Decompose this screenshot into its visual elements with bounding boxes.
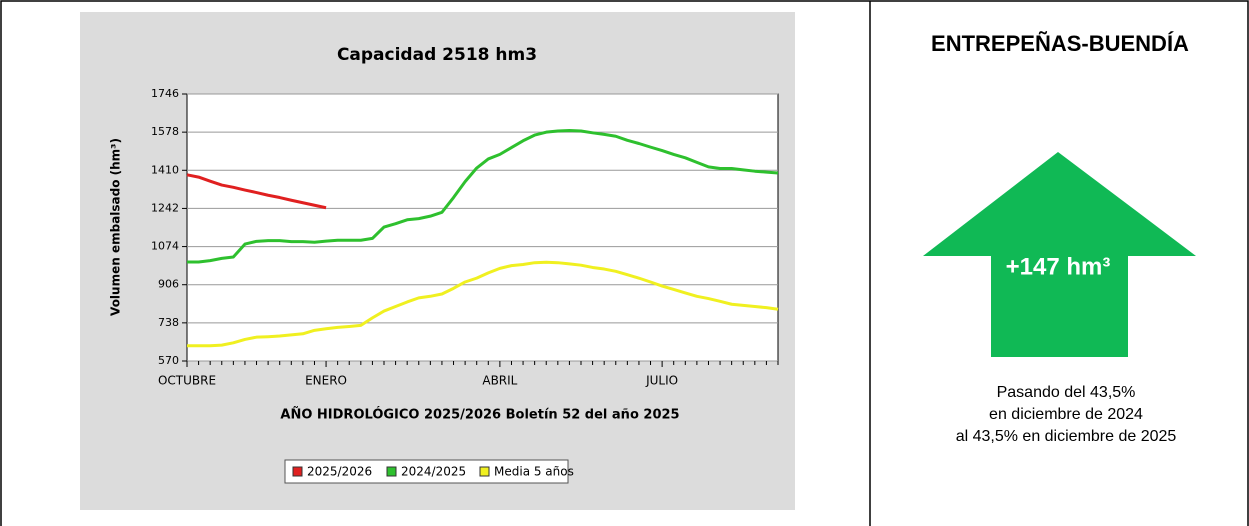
x-tick-label: ENERO (305, 374, 347, 388)
y-tick-label: 1746 (151, 87, 179, 100)
change-value: +147 hm³ (1006, 253, 1111, 280)
caption-line: Pasando del 43,5% (997, 384, 1136, 401)
legend: 2025/2026 2024/2025 Media 5 años (292, 465, 574, 479)
plot-area (186, 93, 779, 362)
legend-box (284, 459, 569, 484)
caption-line: al 43,5% en diciembre de 2025 (956, 428, 1177, 445)
y-tick-label: 570 (158, 354, 179, 367)
legend-label: 2024/2025 (401, 465, 466, 479)
panel-title: ENTREPEÑAS-BUENDÍA (931, 31, 1189, 56)
legend-label: Media 5 años (494, 465, 574, 479)
legend-label: 2025/2026 (307, 465, 372, 479)
series-line (187, 129, 779, 264)
y-tick-label: 1410 (151, 163, 179, 176)
legend-swatch (386, 466, 397, 477)
up-arrow (923, 152, 1196, 357)
y-tick-label: 1242 (151, 201, 179, 214)
legend-swatch (479, 466, 490, 477)
chart-title: Capacidad 2518 hm3 (337, 45, 537, 65)
y-tick-label: 738 (158, 316, 179, 329)
x-tick-label: ABRIL (482, 374, 517, 388)
series-line (187, 260, 779, 348)
legend-swatch (292, 466, 303, 477)
y-tick-label: 1074 (151, 240, 179, 253)
x-tick-label: JULIO (645, 374, 678, 388)
caption-line: en diciembre de 2024 (989, 406, 1143, 423)
y-tick-label: 906 (158, 278, 179, 291)
y-axis-label: Volumen embalsado (hm³) (109, 138, 123, 316)
series-line (186, 173, 327, 210)
x-tick-label: OCTUBRE (158, 374, 216, 388)
y-tick-label: 1578 (151, 125, 179, 138)
x-axis-label: AÑO HIDROLÓGICO 2025/2026 Boletín 52 del… (280, 407, 679, 423)
